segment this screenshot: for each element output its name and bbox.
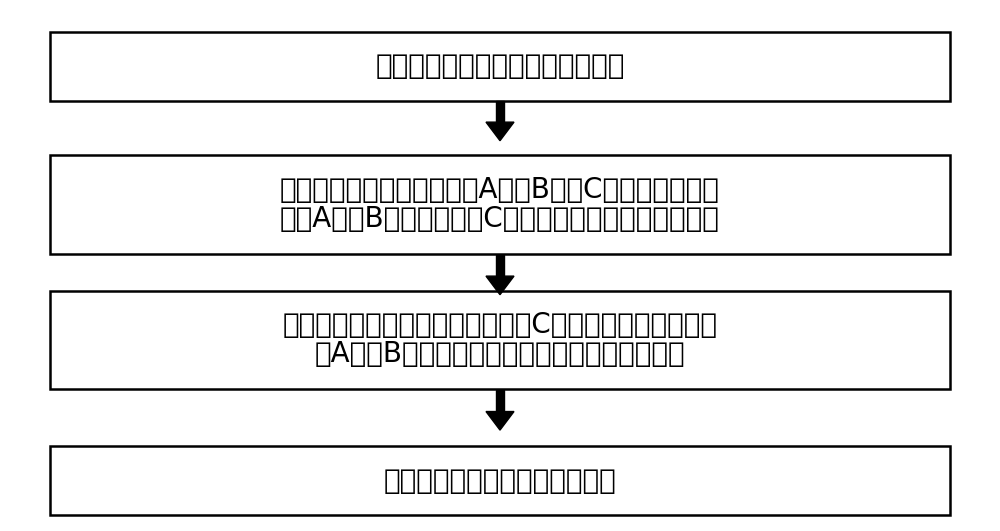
Polygon shape bbox=[486, 276, 514, 295]
Bar bbox=[496, 255, 504, 276]
Bar bbox=[496, 101, 504, 122]
Text: 在出线圆筒内设置夹持固定机构，C相直接进入出线圆筒内: 在出线圆筒内设置夹持固定机构，C相直接进入出线圆筒内 bbox=[283, 311, 718, 339]
Bar bbox=[50, 155, 950, 254]
Polygon shape bbox=[486, 412, 514, 430]
Text: 通过出线圆筒连接高压套管引出: 通过出线圆筒连接高压套管引出 bbox=[384, 467, 616, 494]
Text: 设计出线圆筒，将高压相线A相、B相和C相引至出线圆筒: 设计出线圆筒，将高压相线A相、B相和C相引至出线圆筒 bbox=[280, 176, 720, 204]
Text: 同A相和B相一起通过夹持固定机构进行支撑夹持: 同A相和B相一起通过夹持固定机构进行支撑夹持 bbox=[315, 340, 685, 369]
Bar bbox=[50, 446, 950, 515]
Bar bbox=[50, 32, 950, 101]
Text: 中，A相和B相轴向出线，C相在靠近出线圆筒侧幅向引出: 中，A相和B相轴向出线，C相在靠近出线圆筒侧幅向引出 bbox=[280, 205, 720, 233]
Polygon shape bbox=[486, 122, 514, 141]
Bar bbox=[496, 390, 504, 412]
Text: 将高压套管布置在油箱的短轴方向: 将高压套管布置在油箱的短轴方向 bbox=[375, 53, 625, 80]
Bar bbox=[50, 291, 950, 389]
